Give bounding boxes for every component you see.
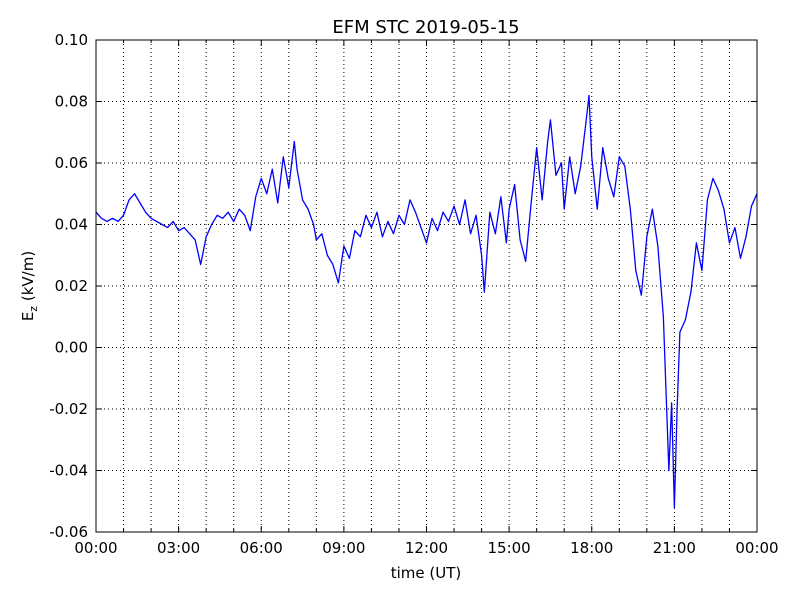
x-tick-label: 09:00	[322, 539, 365, 557]
x-tick-label: 18:00	[570, 539, 613, 557]
y-tick-label: 0.00	[55, 339, 88, 357]
y-tick-label: -0.02	[49, 400, 88, 418]
y-tick-label: 0.06	[55, 154, 88, 172]
y-tick-label: 0.04	[55, 216, 88, 234]
x-axis-label: time (UT)	[391, 564, 462, 582]
x-tick-label: 15:00	[488, 539, 531, 557]
x-tick-label: 03:00	[157, 539, 200, 557]
x-tick-label: 00:00	[74, 539, 117, 557]
y-label-unit: (kV/m)	[19, 251, 37, 306]
y-tick-label: 0.08	[55, 93, 88, 111]
y-tick-label: 0.02	[55, 277, 88, 295]
x-tick-label: 21:00	[653, 539, 696, 557]
y-tick-label: -0.04	[49, 462, 88, 480]
x-tick-label: 06:00	[240, 539, 283, 557]
chart-title: EFM STC 2019-05-15	[332, 17, 519, 38]
y-tick-label: 0.10	[55, 31, 88, 49]
plot-frame	[95, 39, 758, 533]
x-tick-label: 00:00	[735, 539, 778, 557]
data-line	[95, 94, 758, 509]
y-axis-label: Ez (kV/m)	[19, 251, 40, 321]
x-tick-label: 12:00	[405, 539, 448, 557]
y-label-main: E	[19, 312, 37, 321]
y-label-sub: z	[27, 306, 40, 312]
y-tick-label: -0.06	[49, 523, 88, 541]
